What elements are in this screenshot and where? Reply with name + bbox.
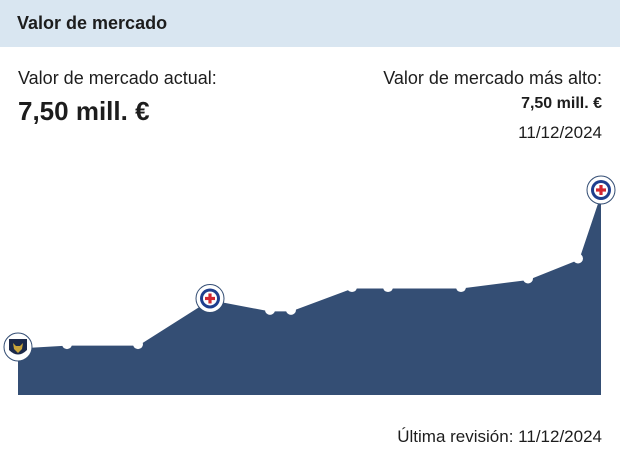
chart-point[interactable] (456, 282, 466, 293)
section-title: Valor de mercado (17, 13, 168, 33)
chart-point[interactable] (383, 282, 393, 293)
chart-point[interactable] (286, 304, 296, 315)
chart-point[interactable] (347, 282, 357, 293)
section-header: Valor de mercado (0, 0, 620, 47)
pumas-crest-icon[interactable] (3, 332, 33, 362)
last-review: Última revisión: 11/12/2024 (397, 427, 602, 447)
chart-point[interactable] (62, 339, 72, 350)
cruz-azul-crest-icon[interactable] (586, 175, 616, 205)
chart-point[interactable] (133, 339, 143, 350)
last-review-label: Última revisión: (397, 427, 514, 446)
last-review-date: 11/12/2024 (518, 427, 602, 446)
chart-point[interactable] (573, 253, 583, 264)
chart-area (18, 190, 601, 395)
current-value-label: Valor de mercado actual: (18, 68, 217, 88)
chart-point[interactable] (265, 304, 275, 315)
chart-line (17, 189, 603, 349)
cruz-azul-crest-icon[interactable] (195, 283, 225, 313)
highest-value-date: 11/12/2024 (518, 123, 602, 142)
highest-value: 7,50 mill. € (521, 95, 602, 112)
highest-value-label: Valor de mercado más alto: (383, 68, 602, 88)
chart-point[interactable] (523, 273, 533, 284)
chart-club-markers (3, 175, 616, 362)
current-value: 7,50 mill. € (18, 96, 150, 126)
